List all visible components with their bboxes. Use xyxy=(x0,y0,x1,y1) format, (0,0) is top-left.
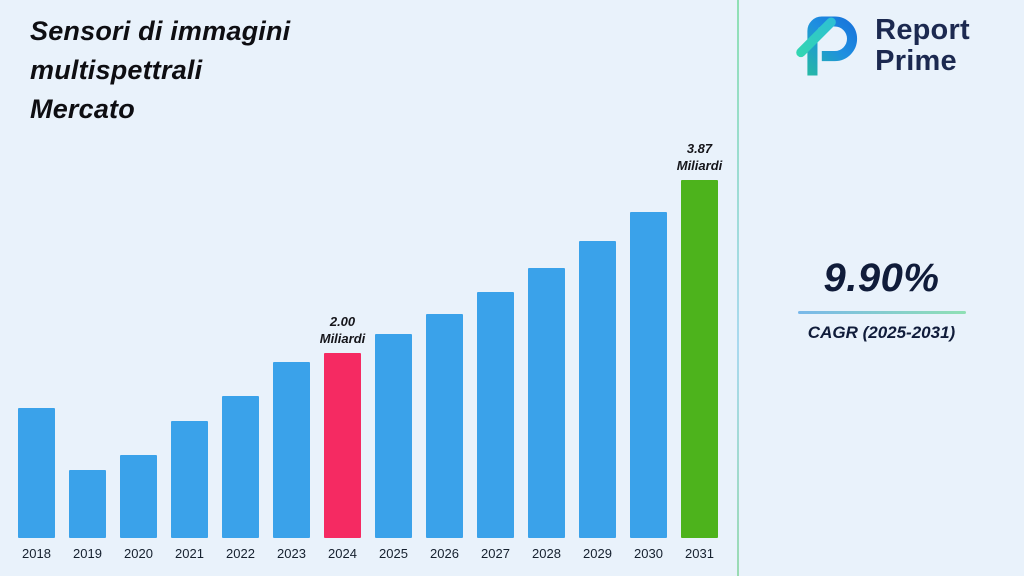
bar-2019 xyxy=(69,470,106,538)
bar-2026 xyxy=(426,314,463,538)
bar-column-2021: 2021 xyxy=(171,140,208,562)
cagr-label: CAGR (2025-2031) xyxy=(807,323,956,342)
bar-2028 xyxy=(528,268,565,538)
chart-title: Sensori di immagini multispettrali Merca… xyxy=(30,16,291,125)
bar-column-2024: 2.00 Miliardi 2024 xyxy=(320,140,366,562)
chart-plot: 2018 2019 2020 2021 2022 2023 2.00 Miliardi 202… xyxy=(18,140,723,562)
cagr-value: 9.90% xyxy=(823,256,940,300)
x-axis-label-2024: 2024 xyxy=(328,546,357,561)
logo-text-line2: Prime xyxy=(875,45,957,77)
bar-column-2019: 2019 xyxy=(69,140,106,562)
bar-column-2018: 2018 xyxy=(18,140,55,562)
x-axis-label-2031: 2031 xyxy=(685,546,714,561)
bar-column-2030: 2030 xyxy=(630,140,667,562)
logo-text: Report Prime xyxy=(875,15,970,76)
bar-column-2027: 2027 xyxy=(477,140,514,562)
x-axis-label-2029: 2029 xyxy=(583,546,612,561)
bar-2024 xyxy=(324,353,361,538)
bar-column-2022: 2022 xyxy=(222,140,259,562)
bar-2021 xyxy=(171,421,208,538)
bar-column-2026: 2026 xyxy=(426,140,463,562)
bar-2023 xyxy=(273,362,310,538)
x-axis-label-2021: 2021 xyxy=(175,546,204,561)
bar-2018 xyxy=(18,408,55,538)
bar-column-2029: 2029 xyxy=(579,140,616,562)
right-panel: Report Prime 9.90% CAGR (2025-2031) xyxy=(739,0,1024,576)
x-axis-label-2027: 2027 xyxy=(481,546,510,561)
bar-annotation-2024: 2.00 Miliardi xyxy=(319,314,366,347)
x-axis-label-2022: 2022 xyxy=(226,546,255,561)
bar-column-2023: 2023 xyxy=(273,140,310,562)
bar-2030 xyxy=(630,212,667,538)
cagr-underline xyxy=(797,311,966,314)
report-prime-logo: Report Prime xyxy=(739,10,1024,82)
bar-column-2020: 2020 xyxy=(120,140,157,562)
bar-2025 xyxy=(375,334,412,538)
chart-section: Sensori di immagini multispettrali Merca… xyxy=(18,16,723,562)
cagr-stat: 9.90% CAGR (2025-2031) xyxy=(739,256,1024,343)
bar-2031 xyxy=(681,180,718,538)
x-axis-label-2026: 2026 xyxy=(430,546,459,561)
x-axis-label-2019: 2019 xyxy=(73,546,102,561)
x-axis-label-2030: 2030 xyxy=(634,546,663,561)
report-prime-logo-icon xyxy=(796,16,858,76)
bar-column-2025: 2025 xyxy=(375,140,412,562)
panel-divider xyxy=(737,0,739,576)
x-axis-label-2020: 2020 xyxy=(124,546,153,561)
x-axis-label-2018: 2018 xyxy=(22,546,51,561)
x-axis-label-2025: 2025 xyxy=(379,546,408,561)
bar-column-2031: 3.87 Miliardi 2031 xyxy=(677,140,723,562)
bar-annotation-2031: 3.87 Miliardi xyxy=(676,141,723,174)
bar-2022 xyxy=(222,396,259,538)
bar-column-2028: 2028 xyxy=(528,140,565,562)
x-axis-label-2028: 2028 xyxy=(532,546,561,561)
x-axis-label-2023: 2023 xyxy=(277,546,306,561)
bar-2027 xyxy=(477,292,514,538)
bar-2020 xyxy=(120,455,157,538)
bar-2029 xyxy=(579,241,616,538)
logo-text-line1: Report xyxy=(875,14,970,47)
